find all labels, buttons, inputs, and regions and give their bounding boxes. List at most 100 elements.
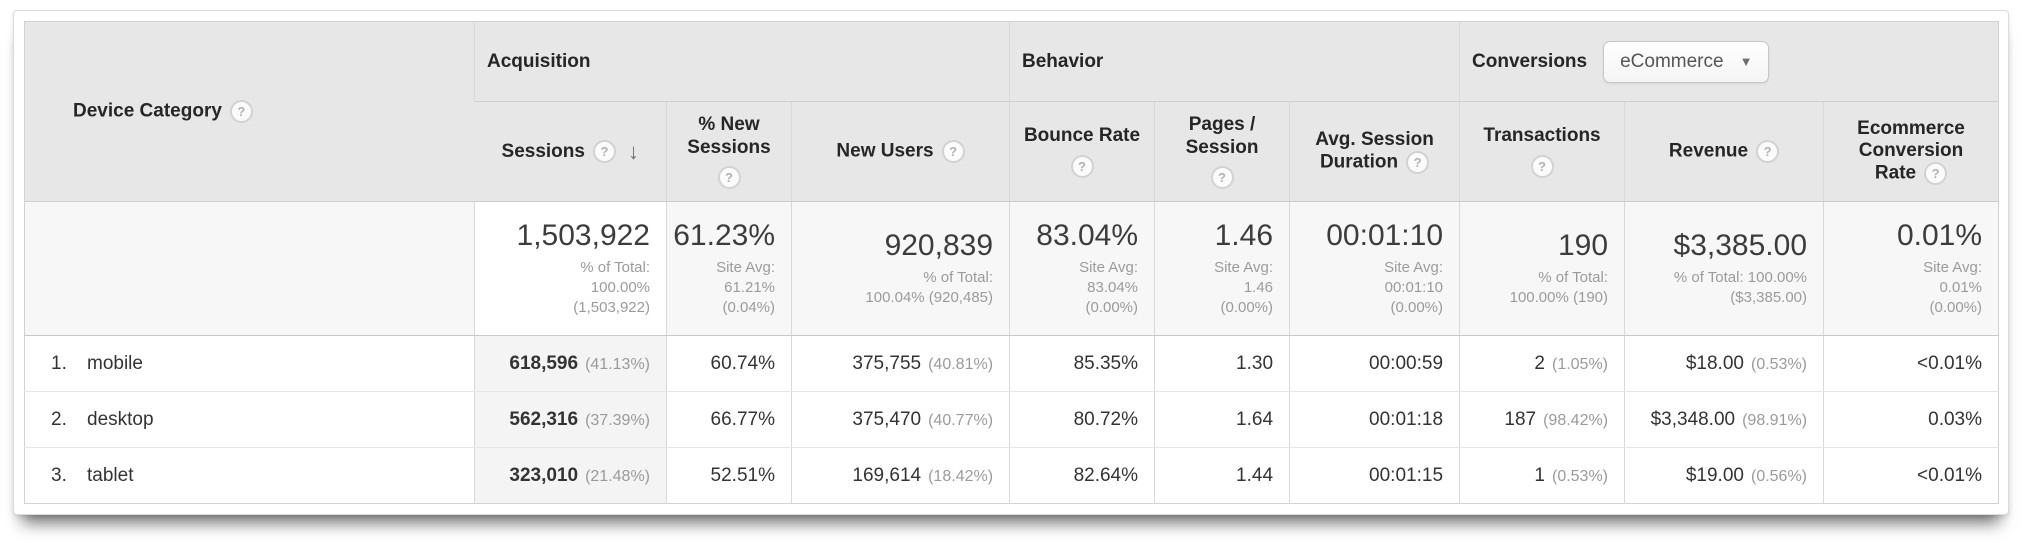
pct-new-sessions-label: % New Sessions [687, 114, 771, 158]
help-icon[interactable]: ? [1530, 154, 1554, 178]
help-icon[interactable]: ? [717, 165, 741, 189]
ecommerce-conversion-rate-cell: 0.03% [1823, 391, 1999, 448]
metric-total: 83.04% [1036, 218, 1139, 252]
metric-total-subtext: Site Avg: 00:01:10 (0.00%) [1384, 258, 1444, 317]
help-icon[interactable]: ? [1406, 151, 1430, 174]
totals-avg-session-duration-cell: 00:01:10 Site Avg: 00:01:10 (0.00%) [1289, 201, 1460, 336]
ecommerce-conversion-rate-label: Ecommerce Conversion Rate [1857, 117, 1965, 184]
column-header-pct-new-sessions[interactable]: % New Sessions? [666, 101, 792, 202]
help-icon[interactable]: ? [941, 140, 965, 163]
device-label: tablet [87, 464, 134, 486]
transactions-cell: 187 (98.42%) [1459, 391, 1625, 448]
table-row-mobile: 1. mobile 618,596 (41.13%) 60.74% 375,755(… [24, 335, 1999, 392]
transactions-label: Transactions [1483, 125, 1601, 147]
metric-total: 190 [1557, 228, 1609, 262]
sessions-cell: 618,596 (41.13%) [474, 335, 667, 392]
pct-new-sessions-cell: 66.77% [666, 391, 792, 448]
bounce-rate-label: Bounce Rate [1023, 125, 1141, 147]
new-users-cell: 169,614 (18.42%) [790, 447, 1010, 504]
device-label: desktop [87, 408, 154, 430]
bounce-rate-cell: 85.35% [1009, 335, 1155, 392]
totals-dimension-cell [24, 201, 475, 336]
column-header-bounce-rate[interactable]: Bounce Rate? [1009, 101, 1155, 202]
avg-session-duration-label: Avg. Session Duration [1315, 128, 1434, 173]
bounce-rate-cell: 82.64% [1009, 447, 1155, 504]
pages-session-cell: 1.30 [1154, 335, 1290, 392]
metric-total: 920,839 [884, 228, 994, 262]
metric-total-subtext: Site Avg: 0.01% (0.00%) [1923, 258, 1983, 317]
totals-transactions-cell: 190 % of Total: 100.00% (190) [1459, 201, 1625, 336]
new-users-label: New Users [836, 140, 934, 162]
totals-bounce-rate-cell: 83.04% Site Avg: 83.04% (0.00%) [1009, 201, 1155, 336]
column-header-transactions[interactable]: Transactions? [1459, 101, 1625, 202]
totals-sessions-cell: 1,503,922 % of Total: 100.00% (1,503,922) [474, 201, 667, 336]
metric-total-subtext: Site Avg: 1.46 (0.00%) [1214, 258, 1274, 317]
bounce-rate-cell: 80.72% [1009, 391, 1155, 448]
new-users-cell: 375,470 (40.77%) [790, 391, 1010, 448]
avg-session-duration-cell: 00:01:15 [1289, 447, 1460, 504]
totals-pct-new-sessions-cell: 61.23% Site Avg: 61.21% (0.04%) [666, 201, 792, 336]
conversions-goal-dropdown[interactable]: eCommerce ▼ [1603, 40, 1770, 83]
sort-descending-icon[interactable]: ↓ [627, 138, 639, 164]
totals-row: 1,503,922 % of Total: 100.00% (1,503,922) … [24, 201, 1999, 336]
sessions-cell: 323,010 (21.48%) [474, 447, 667, 504]
conversions-group-label: Conversions [1472, 50, 1588, 72]
behavior-group-label: Behavior [1022, 50, 1104, 72]
column-header-sessions[interactable]: Sessions? ↓ [474, 101, 667, 202]
pages-session-label: Pages / Session [1185, 114, 1259, 158]
help-icon[interactable]: ? [1924, 162, 1948, 186]
transactions-cell: 1 (0.53%) [1459, 447, 1625, 504]
row-index: 2. [51, 408, 67, 430]
acquisition-group-label: Acquisition [487, 50, 591, 72]
device-cell: 2. desktop [24, 391, 475, 448]
help-icon[interactable]: ? [229, 100, 253, 123]
ecommerce-conversion-rate-cell: <0.01% [1823, 335, 1999, 392]
column-header-pages-session[interactable]: Pages / Session? [1154, 101, 1290, 202]
sessions-label: Sessions [501, 140, 585, 162]
pages-session-cell: 1.64 [1154, 391, 1290, 448]
metric-total-subtext: % of Total: 100.00% (190) [1509, 268, 1609, 306]
column-header-new-users[interactable]: New Users? [790, 101, 1010, 202]
column-header-device-category[interactable]: Device Category? [24, 21, 475, 202]
sessions-cell: 562,316 (37.39%) [474, 391, 667, 448]
revenue-cell: $19.00 (0.56%) [1624, 447, 1824, 504]
new-users-cell: 375,755 (40.81%) [790, 335, 1010, 392]
column-header-revenue[interactable]: Revenue? [1624, 101, 1824, 202]
column-header-ecommerce-conversion-rate[interactable]: Ecommerce Conversion Rate? [1823, 101, 1999, 202]
metric-total: 1.46 [1214, 218, 1274, 252]
pct-new-sessions-cell: 60.74% [666, 335, 792, 392]
group-header-conversions: Conversions eCommerce ▼ [1459, 21, 1999, 102]
device-category-label: Device Category [73, 100, 222, 122]
device-category-report-table: Device Category? Acquisition Behavior Co… [24, 21, 2000, 504]
metric-total: 0.01% [1896, 218, 1983, 252]
help-icon[interactable]: ? [1756, 140, 1780, 163]
totals-new-users-cell: 920,839 % of Total: 100.04% (920,485) [790, 201, 1010, 336]
ecommerce-conversion-rate-cell: <0.01% [1823, 447, 1999, 504]
conversions-goal-value: eCommerce [1620, 50, 1724, 72]
group-header-acquisition: Acquisition [473, 21, 1010, 102]
row-index: 3. [51, 464, 67, 486]
metric-total: 00:01:10 [1326, 218, 1444, 252]
device-cell: 3. tablet [24, 447, 475, 504]
help-icon[interactable]: ? [592, 140, 616, 163]
metric-total-subtext: Site Avg: 83.04% (0.00%) [1079, 258, 1139, 317]
help-icon[interactable]: ? [1210, 165, 1234, 189]
column-header-avg-session-duration[interactable]: Avg. Session Duration? [1289, 101, 1460, 202]
analytics-report-table-card: Device Category? Acquisition Behavior Co… [13, 10, 2009, 515]
revenue-label: Revenue [1668, 140, 1749, 162]
help-icon[interactable]: ? [1070, 154, 1094, 178]
revenue-cell: $18.00 (0.53%) [1624, 335, 1824, 392]
avg-session-duration-cell: 00:00:59 [1289, 335, 1460, 392]
row-index: 1. [51, 352, 67, 374]
metric-total-subtext: Site Avg: 61.21% (0.04%) [716, 258, 775, 317]
metric-total-subtext: % of Total: 100.04% (920,485) [865, 268, 994, 306]
device-cell: 1. mobile [24, 335, 475, 392]
totals-revenue-cell: $3,385.00 % of Total: 100.00% ($3,385.00) [1624, 201, 1824, 336]
table-row-tablet: 3. tablet 323,010 (21.48%) 52.51% 169,614(… [24, 447, 1999, 504]
pct-new-sessions-cell: 52.51% [666, 447, 792, 504]
device-label: mobile [87, 352, 143, 374]
dropdown-arrow-icon: ▼ [1739, 54, 1753, 69]
metric-total-subtext: % of Total: 100.00% (1,503,922) [573, 258, 650, 317]
transactions-cell: 2 (1.05%) [1459, 335, 1625, 392]
group-header-behavior: Behavior [1009, 21, 1460, 102]
